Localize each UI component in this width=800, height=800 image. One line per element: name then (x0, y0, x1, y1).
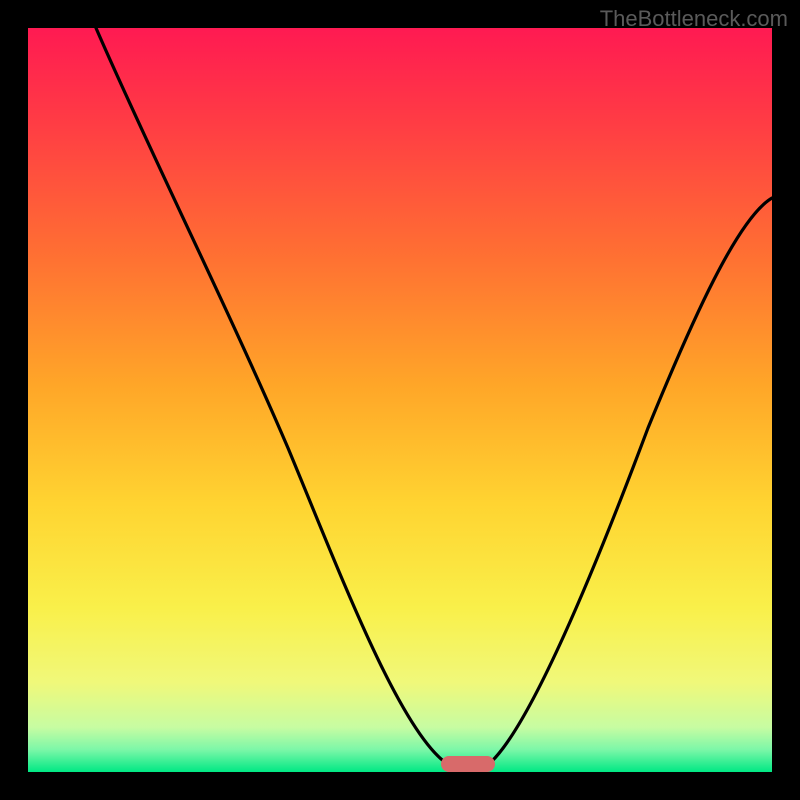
bottleneck-curve (28, 28, 772, 772)
attribution-text: TheBottleneck.com (600, 6, 788, 32)
optimal-marker (441, 756, 495, 772)
chart-frame: TheBottleneck.com (0, 0, 800, 800)
curve-path (96, 28, 772, 763)
plot-area (28, 28, 772, 772)
